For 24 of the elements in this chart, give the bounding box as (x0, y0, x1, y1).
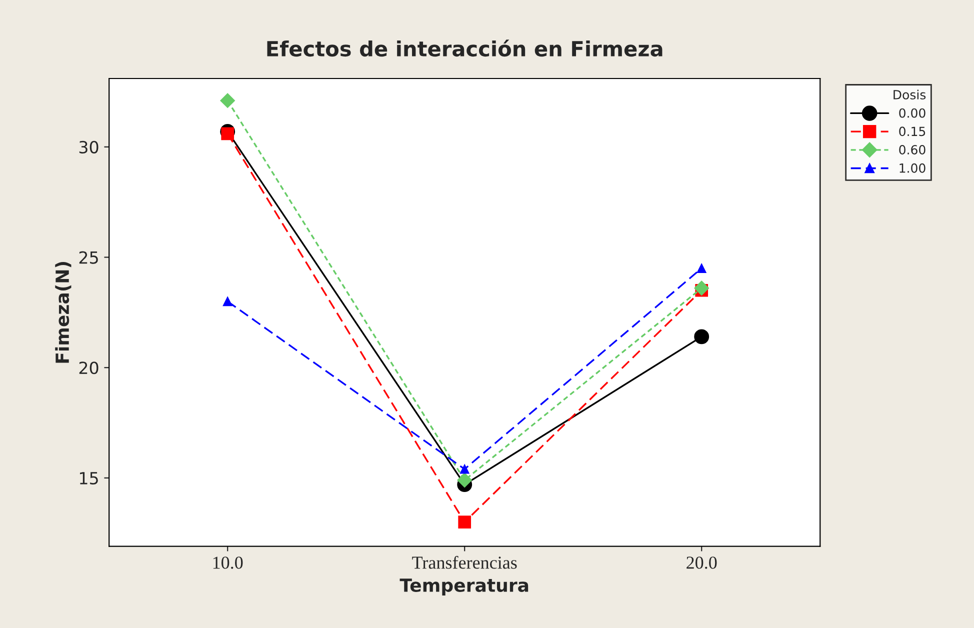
legend-title: Dosis (894, 90, 926, 100)
x-tick-label: Transferencias (412, 556, 517, 569)
point (458, 516, 472, 529)
legend-label: 1.00 (900, 163, 926, 173)
point (221, 127, 234, 140)
x-tick-label: 20.0 (686, 556, 717, 569)
point (696, 264, 706, 273)
y-tick-label: 25 (79, 251, 98, 264)
point (222, 296, 232, 306)
legend-label: 0.60 (899, 145, 926, 154)
point (460, 464, 470, 474)
y-tick-label: 30 (79, 140, 98, 154)
y-tick-label: 15 (80, 472, 98, 485)
point (220, 93, 235, 108)
point (694, 280, 709, 296)
y-tick-label: 20 (79, 362, 98, 374)
chart-title: Efectos de interacción en Firmeza (267, 40, 662, 57)
x-tick-label: 10.0 (213, 556, 243, 569)
point (694, 329, 710, 344)
point (457, 472, 472, 488)
x-axis-title: Temperatura (400, 578, 528, 596)
legend-label: 0.00 (899, 108, 926, 118)
y-axis-title: Fimeza(N) (55, 262, 72, 363)
legend-label: 0.15 (899, 126, 926, 136)
